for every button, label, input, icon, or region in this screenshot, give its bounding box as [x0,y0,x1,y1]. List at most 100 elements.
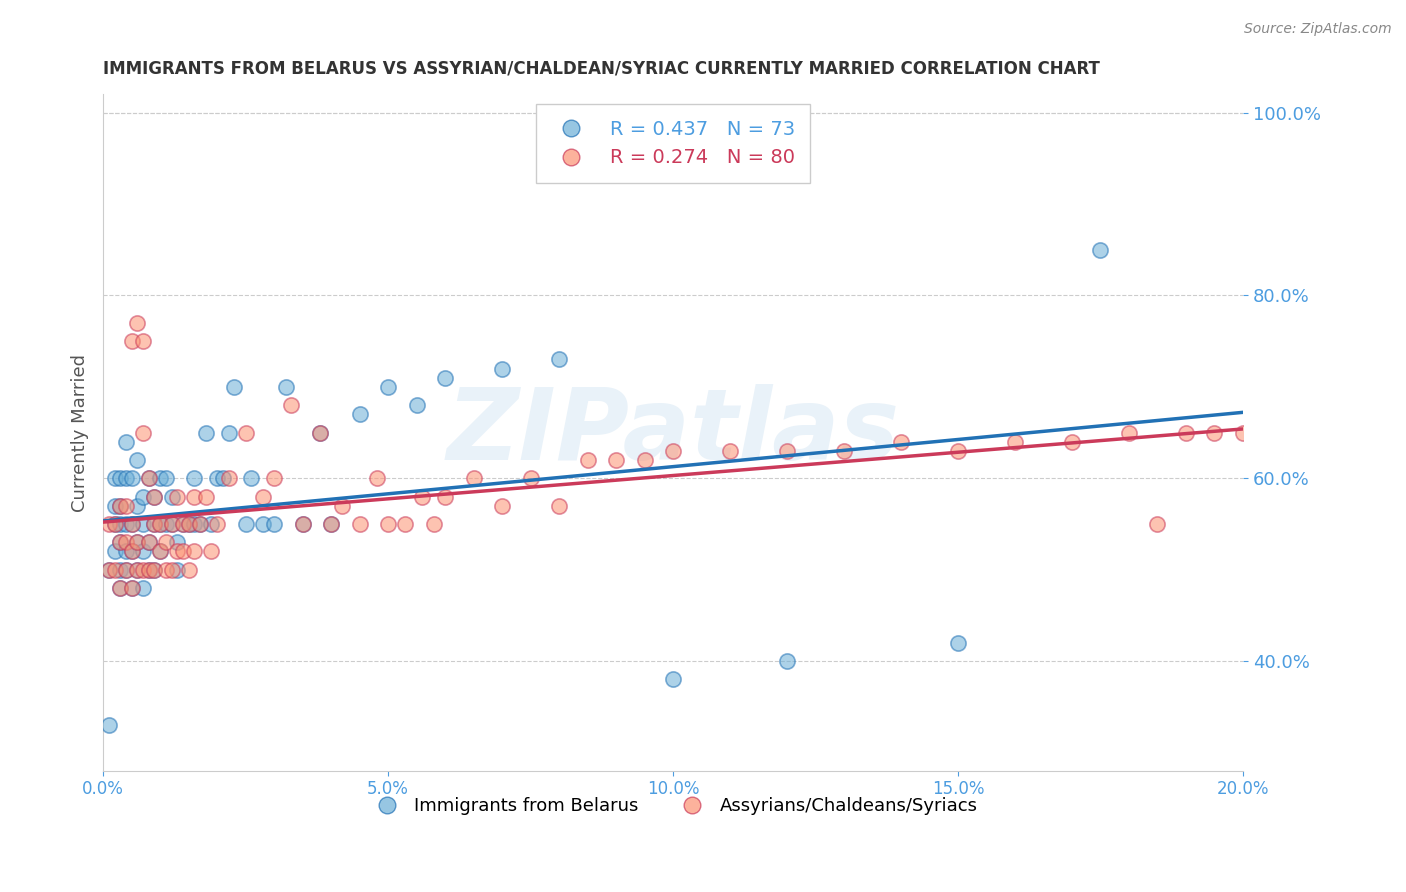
Point [946,443,969,458]
Legend: Immigrants from Belarus, Assyrians/Chaldeans/Syriacs: Immigrants from Belarus, Assyrians/Chald… [361,790,984,822]
Point [149,516,172,531]
Point [115,544,138,558]
Point [662,443,685,458]
Point [548,352,571,367]
Point [160,563,183,577]
Point [166,563,188,577]
Point [177,563,200,577]
Point [519,471,541,485]
Point [405,398,427,412]
Text: IMMIGRANTS FROM BELARUS VS ASSYRIAN/CHALDEAN/SYRIAC CURRENTLY MARRIED CORRELATIO: IMMIGRANTS FROM BELARUS VS ASSYRIAN/CHAL… [103,60,1099,78]
Y-axis label: Currently Married: Currently Married [72,353,89,512]
Point [115,563,138,577]
Point [605,453,627,467]
Text: Source: ZipAtlas.com: Source: ZipAtlas.com [1244,22,1392,37]
Point [115,516,138,531]
Point [491,361,513,376]
Point [332,499,354,513]
Point [110,499,132,513]
Point [434,490,457,504]
Point [205,516,228,531]
Point [138,535,160,549]
Point [110,581,132,595]
Point [115,535,138,549]
Point [776,654,799,668]
Point [291,516,314,531]
Point [235,425,257,440]
Point [188,516,211,531]
Point [132,516,155,531]
Point [411,490,433,504]
Point [349,516,371,531]
Point [121,544,143,558]
Point [377,380,399,394]
Point [103,471,125,485]
Point [1090,243,1112,257]
Point [183,471,205,485]
Point [177,516,200,531]
Point [132,563,155,577]
Point [172,516,194,531]
Point [110,563,132,577]
Point [110,516,132,531]
Point [143,516,166,531]
Point [160,516,183,531]
Point [143,490,166,504]
Point [890,434,912,449]
Point [166,490,188,504]
Point [121,516,143,531]
Point [205,471,228,485]
Point [121,471,143,485]
Point [121,581,143,595]
Point [132,544,155,558]
Point [1004,434,1026,449]
Point [127,453,149,467]
Point [143,516,166,531]
Point [110,499,132,513]
Point [263,516,285,531]
Point [463,471,485,485]
Point [211,471,233,485]
Point [103,499,125,513]
Point [319,516,342,531]
Point [149,544,172,558]
Point [132,334,155,348]
Point [434,370,457,384]
Point [240,471,263,485]
Point [127,499,149,513]
Point [377,516,399,531]
Point [138,471,160,485]
Point [138,563,160,577]
Point [172,544,194,558]
Point [155,563,177,577]
Point [132,490,155,504]
Point [491,499,513,513]
Point [110,471,132,485]
Point [946,636,969,650]
Point [177,516,200,531]
Point [224,380,246,394]
Point [155,471,177,485]
Point [110,535,132,549]
Point [1118,425,1140,440]
Point [218,471,240,485]
Point [280,398,302,412]
Point [138,535,160,549]
Point [97,563,120,577]
Point [308,425,330,440]
Point [121,334,143,348]
Point [166,544,188,558]
Point [200,516,222,531]
Point [183,544,205,558]
Point [349,407,371,421]
Point [1175,425,1198,440]
Point [194,425,217,440]
Point [97,563,120,577]
Point [188,516,211,531]
Point [166,535,188,549]
Point [1204,425,1226,440]
Point [319,516,342,531]
Point [366,471,388,485]
Point [121,516,143,531]
Point [263,471,285,485]
